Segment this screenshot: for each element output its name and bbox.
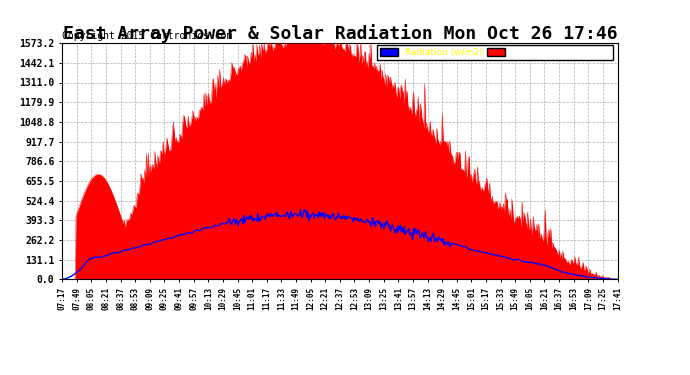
Title: East Array Power & Solar Radiation Mon Oct 26 17:46: East Array Power & Solar Radiation Mon O… [63, 24, 617, 43]
Legend: Radiation (w/m2), East Array (DC Watts): Radiation (w/m2), East Array (DC Watts) [377, 45, 613, 60]
Text: Copyright 2015 Cartronics.com: Copyright 2015 Cartronics.com [62, 31, 233, 41]
